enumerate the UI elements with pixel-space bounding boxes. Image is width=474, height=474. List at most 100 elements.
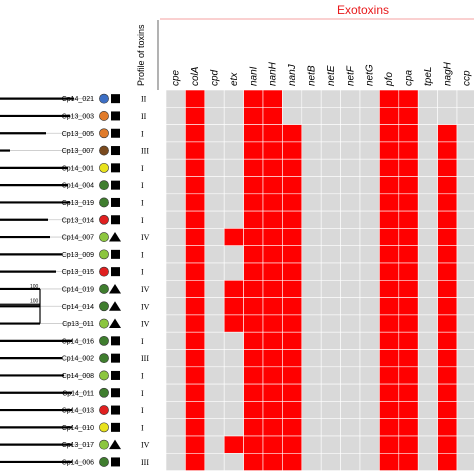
toxin-absent-cell <box>417 228 438 246</box>
square-marker <box>111 249 120 259</box>
profile-label: IV <box>141 302 150 311</box>
toxin-absent-cell <box>417 349 438 368</box>
profile-label: I <box>141 337 144 346</box>
toxin-absent-cell <box>301 418 322 437</box>
toxin-present-cell <box>398 176 419 195</box>
toxin-absent-cell <box>301 176 322 195</box>
toxin-absent-cell <box>456 366 474 385</box>
toxin-present-cell <box>379 124 400 143</box>
toxin-absent-cell <box>204 124 225 143</box>
toxin-present-cell <box>243 435 264 454</box>
toxin-absent-cell <box>165 228 186 246</box>
strain-dot <box>99 197 109 208</box>
toxin-present-cell <box>437 245 458 264</box>
toxin-present-cell <box>262 158 283 177</box>
strain-label: Cp13_007 <box>62 148 94 155</box>
toxin-absent-cell <box>359 435 380 454</box>
toxin-present-cell <box>185 279 206 298</box>
toxin-absent-cell <box>165 383 186 402</box>
strain-dot <box>99 335 109 346</box>
toxin-present-cell <box>185 452 206 471</box>
toxin-present-cell <box>282 383 303 402</box>
strain-dot <box>99 128 109 139</box>
toxin-absent-cell <box>301 331 322 350</box>
toxin-absent-cell <box>359 314 380 333</box>
toxin-absent-cell <box>204 107 225 125</box>
square-marker <box>111 94 120 104</box>
toxin-present-cell <box>437 366 458 385</box>
toxin-header-label: netF <box>345 65 356 86</box>
profile-label: IV <box>141 441 150 450</box>
toxin-absent-cell <box>301 435 322 454</box>
profile-label: IV <box>141 285 150 294</box>
profile-label: I <box>141 164 144 173</box>
toxin-absent-cell <box>340 418 361 437</box>
toxin-present-cell <box>379 418 400 437</box>
toxin-absent-cell <box>165 124 186 143</box>
toxin-present-cell <box>379 89 400 108</box>
toxin-absent-cell <box>340 124 361 143</box>
toxin-present-cell <box>379 401 400 419</box>
square-marker <box>111 128 120 138</box>
toxin-present-cell <box>185 141 206 160</box>
strain-label: Cp13_017 <box>62 442 94 449</box>
toxin-absent-cell <box>165 89 186 108</box>
toxin-present-cell <box>398 141 419 160</box>
toxin-absent-cell <box>223 262 244 281</box>
strain-label: Cp14_010 <box>62 425 94 432</box>
toxin-present-cell <box>243 228 264 246</box>
toxin-absent-cell <box>456 228 474 246</box>
toxin-absent-cell <box>456 435 474 454</box>
strain-dot <box>99 232 109 242</box>
strain-dot <box>99 93 109 104</box>
toxin-present-cell <box>185 262 206 281</box>
toxin-header-label: netE <box>326 65 337 86</box>
toxin-present-cell <box>379 279 400 298</box>
toxin-absent-cell <box>340 89 361 108</box>
toxin-present-cell <box>185 245 206 264</box>
toxin-absent-cell <box>165 279 186 298</box>
toxin-absent-cell <box>340 435 361 454</box>
toxin-present-cell <box>262 124 283 143</box>
strain-label: Cp14_019 <box>62 286 94 293</box>
toxin-absent-cell <box>223 89 244 108</box>
toxin-present-cell <box>262 418 283 437</box>
toxin-absent-cell <box>223 176 244 195</box>
toxin-absent-cell <box>223 245 244 264</box>
toxin-present-cell <box>437 314 458 333</box>
toxin-present-cell <box>243 107 264 125</box>
exotoxins-title: Exotoxins <box>337 3 389 17</box>
toxin-present-cell <box>282 314 303 333</box>
toxin-present-cell <box>398 210 419 229</box>
strain-label: Cp14_004 <box>62 183 94 190</box>
toxin-present-cell <box>243 141 264 160</box>
toxin-present-cell <box>223 297 244 316</box>
toxin-absent-cell <box>417 314 438 333</box>
toxin-present-cell <box>398 279 419 298</box>
toxin-absent-cell <box>359 158 380 177</box>
toxin-present-cell <box>437 176 458 195</box>
square-marker <box>111 215 120 225</box>
toxin-present-cell <box>243 418 264 437</box>
strain-label: Cp14_016 <box>62 338 94 345</box>
toxin-present-cell <box>262 193 283 212</box>
toxin-absent-cell <box>359 107 380 125</box>
toxin-present-cell <box>437 331 458 350</box>
toxin-absent-cell <box>417 383 438 402</box>
toxin-present-cell <box>282 158 303 177</box>
square-marker <box>111 422 120 432</box>
toxin-present-cell <box>243 193 264 212</box>
toxin-absent-cell <box>165 366 186 385</box>
toxin-present-cell <box>282 279 303 298</box>
toxin-absent-cell <box>340 158 361 177</box>
toxin-present-cell <box>262 349 283 368</box>
toxin-present-cell <box>398 331 419 350</box>
strain-label: Cp14_001 <box>62 165 94 172</box>
toxin-absent-cell <box>359 349 380 368</box>
toxin-present-cell <box>262 314 283 333</box>
strain-dot <box>99 214 109 225</box>
toxin-absent-cell <box>223 452 244 471</box>
strain-dot <box>99 145 109 156</box>
